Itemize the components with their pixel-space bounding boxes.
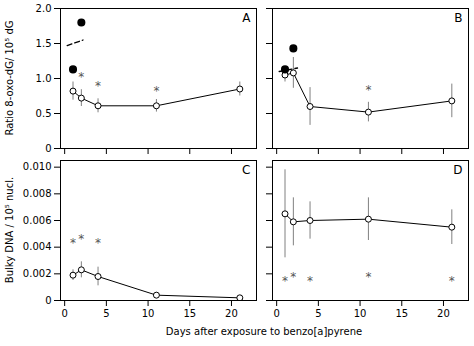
svg-text:B: B	[454, 11, 462, 25]
svg-text:0: 0	[45, 295, 51, 306]
svg-text:10: 10	[142, 308, 155, 319]
svg-text:15: 15	[183, 308, 196, 319]
svg-text:*: *	[290, 270, 296, 284]
svg-text:*: *	[365, 83, 371, 97]
svg-text:1.5: 1.5	[36, 38, 52, 49]
svg-text:*: *	[153, 84, 159, 98]
svg-text:0.002: 0.002	[23, 268, 52, 279]
svg-text:*: *	[282, 274, 288, 288]
svg-text:2.0: 2.0	[36, 3, 52, 14]
svg-text:0: 0	[61, 308, 67, 319]
svg-text:D: D	[453, 163, 462, 177]
svg-text:15: 15	[395, 308, 408, 319]
svg-text:0.008: 0.008	[23, 188, 52, 199]
html-text:Days after exposure to benzo[a: Days after exposure to benzo[a]pyrene	[165, 326, 363, 337]
svg-text:*: *	[78, 70, 84, 84]
svg-text:*: *	[307, 274, 313, 288]
html-text:Ratio 8-oxo-dG/ 10⁵ dG: Ratio 8-oxo-dG/ 10⁵ dG	[3, 20, 15, 136]
svg-text:0.004: 0.004	[23, 241, 52, 252]
svg-text:0: 0	[45, 143, 51, 154]
svg-text:20: 20	[437, 308, 450, 319]
svg-text:*: *	[365, 270, 371, 284]
svg-text:1.0: 1.0	[36, 73, 52, 84]
svg-text:A: A	[242, 11, 251, 25]
svg-text:*: *	[70, 236, 76, 250]
svg-text:10: 10	[354, 308, 367, 319]
svg-text:*: *	[95, 79, 101, 93]
svg-text:0.006: 0.006	[23, 215, 52, 226]
svg-text:20: 20	[225, 308, 238, 319]
svg-text:*: *	[95, 236, 101, 250]
svg-text:0: 0	[273, 308, 279, 319]
svg-text:5: 5	[315, 308, 321, 319]
html-text:Bulky DNA / 10⁵ nucl.: Bulky DNA / 10⁵ nucl.	[3, 176, 15, 284]
svg-text:*: *	[449, 274, 455, 288]
svg-text:5: 5	[103, 308, 109, 319]
svg-text:0.5: 0.5	[36, 108, 52, 119]
svg-text:*: *	[78, 232, 84, 246]
svg-text:C: C	[242, 163, 250, 177]
svg-text:0.010: 0.010	[23, 161, 52, 172]
